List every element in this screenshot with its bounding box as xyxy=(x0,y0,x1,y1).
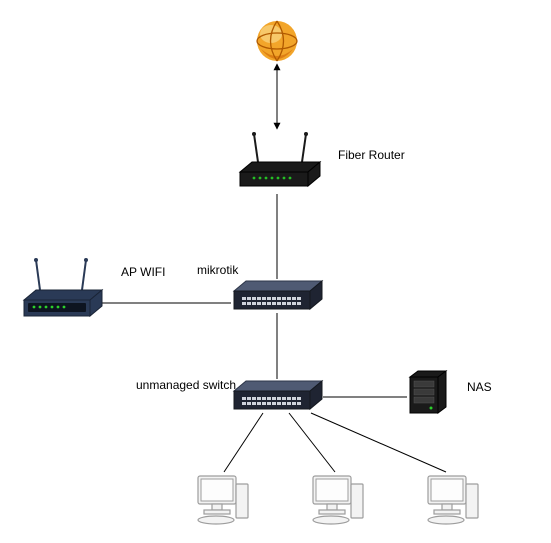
globe-icon xyxy=(255,19,299,63)
network-diagram: Fiber Router mikrotik xyxy=(0,0,551,543)
node-fiber-router xyxy=(236,128,324,194)
node-internet xyxy=(255,19,299,63)
pc-icon xyxy=(192,474,250,526)
access-point-icon xyxy=(20,256,104,322)
switch-icon xyxy=(232,279,324,313)
switch-icon xyxy=(232,379,324,413)
label-mikrotik: mikrotik xyxy=(197,263,238,277)
node-pc2 xyxy=(307,474,365,526)
router-icon xyxy=(236,128,324,194)
edge-switch-pc2 xyxy=(289,413,335,472)
node-pc3 xyxy=(422,474,480,526)
label-nas: NAS xyxy=(467,380,492,394)
node-pc1 xyxy=(192,474,250,526)
node-unmanaged-switch xyxy=(232,379,324,413)
node-nas xyxy=(408,369,448,415)
edge-switch-pc3 xyxy=(311,413,446,472)
node-ap-wifi xyxy=(20,256,104,322)
label-ap-wifi: AP WIFI xyxy=(121,265,165,279)
label-unmanaged-switch: unmanaged switch xyxy=(136,378,236,392)
label-fiber-router: Fiber Router xyxy=(338,148,405,162)
pc-icon xyxy=(307,474,365,526)
pc-icon xyxy=(422,474,480,526)
edge-switch-pc1 xyxy=(224,413,263,472)
nas-icon xyxy=(408,369,448,415)
node-mikrotik xyxy=(232,279,324,313)
